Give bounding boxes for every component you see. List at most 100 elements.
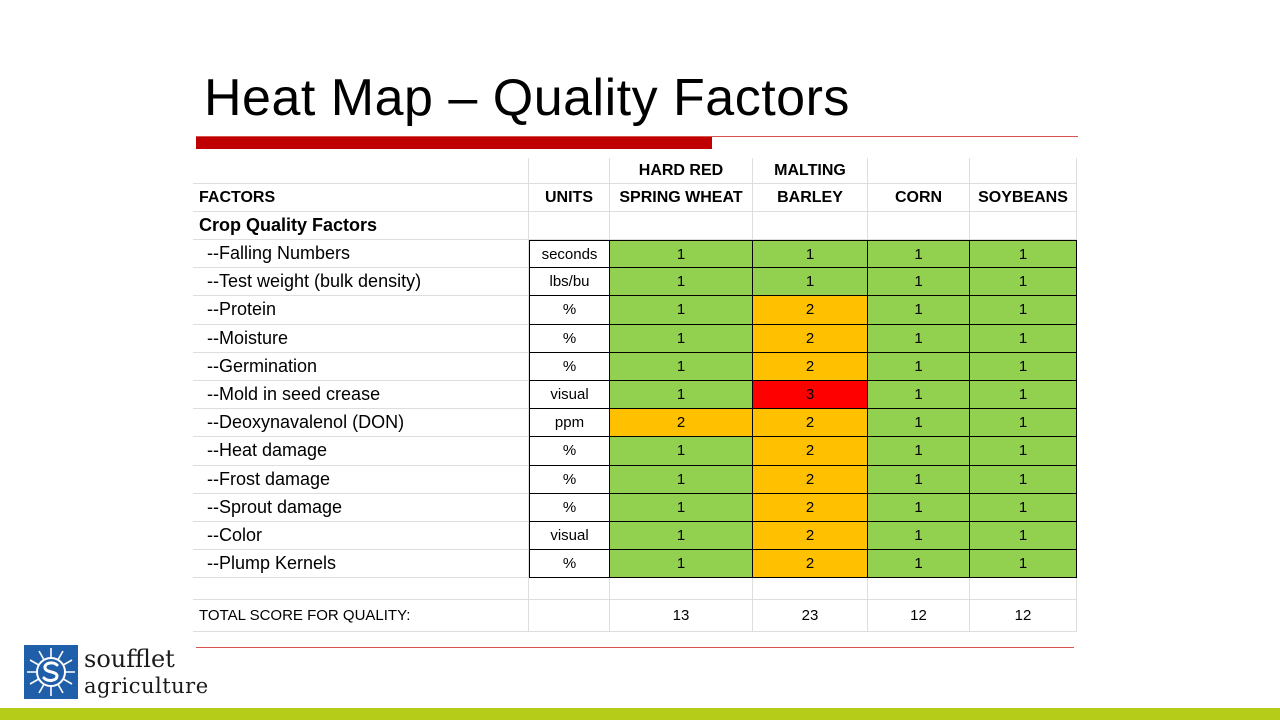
spacer-cell: [970, 578, 1077, 600]
heat-cell: 1: [970, 437, 1077, 466]
empty-cell: [529, 600, 610, 632]
crop-header: SOYBEANS: [970, 184, 1077, 212]
heat-cell: 1: [970, 296, 1077, 325]
soufflet-emblem-icon: [24, 645, 78, 699]
heat-cell: 1: [868, 240, 970, 269]
empty-cell: [868, 212, 970, 240]
unit-cell: %: [529, 324, 610, 353]
heat-cell: 1: [970, 465, 1077, 494]
heat-cell: 1: [868, 465, 970, 494]
heat-cell: 2: [753, 409, 868, 438]
unit-cell: visual: [529, 522, 610, 551]
units-header: UNITS: [529, 184, 610, 212]
header-cell: MALTING: [753, 158, 868, 184]
crop-header: CORN: [868, 184, 970, 212]
heat-map-table: HARD RED MALTING FACTORS UNITS SPRING WHEAT B…: [193, 158, 1077, 632]
logo-wordmark-line1: soufflet: [84, 645, 175, 673]
empty-cell: [529, 212, 610, 240]
factors-header: FACTORS: [193, 184, 529, 212]
factor-label: --Test weight (bulk density): [193, 268, 529, 297]
heat-cell: 1: [970, 409, 1077, 438]
title-accent-bar: [196, 137, 712, 149]
unit-cell: visual: [529, 381, 610, 410]
heat-cell: 1: [868, 437, 970, 466]
heat-cell: 2: [753, 352, 868, 381]
header-cell: [529, 158, 610, 184]
heat-cell: 1: [610, 352, 753, 381]
header-cell: [193, 158, 529, 184]
total-value: 13: [610, 600, 753, 632]
logo-wordmark-line2: agriculture: [84, 674, 209, 698]
unit-cell: %: [529, 550, 610, 579]
spacer-cell: [529, 578, 610, 600]
heat-cell: 1: [868, 352, 970, 381]
unit-cell: %: [529, 465, 610, 494]
heat-cell: 1: [970, 550, 1077, 579]
crop-header: BARLEY: [753, 184, 868, 212]
heat-cell: 2: [753, 522, 868, 551]
heat-cell: 1: [970, 268, 1077, 297]
factor-label: --Heat damage: [193, 437, 529, 466]
heat-cell: 1: [610, 296, 753, 325]
bottom-divider: [196, 647, 1074, 648]
section-label: Crop Quality Factors: [193, 212, 529, 240]
heat-cell: 1: [868, 381, 970, 410]
factor-label: --Deoxynavalenol (DON): [193, 409, 529, 438]
heat-cell: 1: [610, 268, 753, 297]
spacer-cell: [868, 578, 970, 600]
heat-cell: 1: [610, 465, 753, 494]
slide-title: Heat Map – Quality Factors: [204, 69, 850, 127]
factor-label: --Moisture: [193, 324, 529, 353]
total-value: 23: [753, 600, 868, 632]
heat-cell: 1: [753, 240, 868, 269]
factor-label: --Protein: [193, 296, 529, 325]
heat-cell: 1: [970, 352, 1077, 381]
unit-cell: %: [529, 352, 610, 381]
header-cell: [970, 158, 1077, 184]
header-cell: HARD RED: [610, 158, 753, 184]
factor-label: --Germination: [193, 352, 529, 381]
factor-label: --Frost damage: [193, 465, 529, 494]
heat-cell: 1: [970, 240, 1077, 269]
heat-cell: 1: [610, 493, 753, 522]
heat-cell: 1: [970, 493, 1077, 522]
heat-cell: 1: [610, 437, 753, 466]
empty-cell: [753, 212, 868, 240]
unit-cell: %: [529, 493, 610, 522]
heat-cell: 1: [610, 522, 753, 551]
heat-cell: 1: [970, 381, 1077, 410]
factor-label: --Plump Kernels: [193, 550, 529, 579]
heat-cell: 2: [753, 550, 868, 579]
heat-cell: 1: [868, 522, 970, 551]
unit-cell: %: [529, 437, 610, 466]
factor-label: --Falling Numbers: [193, 240, 529, 269]
crop-header: SPRING WHEAT: [610, 184, 753, 212]
total-value: 12: [868, 600, 970, 632]
footer-bar: [0, 708, 1280, 720]
total-value: 12: [970, 600, 1077, 632]
heat-cell: 3: [753, 381, 868, 410]
heat-cell: 1: [970, 522, 1077, 551]
heat-cell: 2: [753, 324, 868, 353]
heat-cell: 1: [868, 550, 970, 579]
factor-label: --Sprout damage: [193, 493, 529, 522]
unit-cell: %: [529, 296, 610, 325]
spacer-cell: [610, 578, 753, 600]
unit-cell: seconds: [529, 240, 610, 269]
header-cell: [868, 158, 970, 184]
heat-cell: 1: [868, 409, 970, 438]
heat-cell: 1: [868, 324, 970, 353]
heat-cell: 2: [753, 493, 868, 522]
company-logo: soufflet agriculture: [24, 645, 234, 701]
spacer-cell: [193, 578, 529, 600]
empty-cell: [970, 212, 1077, 240]
heat-cell: 2: [753, 465, 868, 494]
heat-cell: 2: [753, 437, 868, 466]
factor-label: --Color: [193, 522, 529, 551]
spacer-cell: [753, 578, 868, 600]
heat-cell: 2: [610, 409, 753, 438]
heat-cell: 1: [868, 268, 970, 297]
unit-cell: ppm: [529, 409, 610, 438]
heat-cell: 1: [610, 324, 753, 353]
heat-cell: 1: [610, 550, 753, 579]
